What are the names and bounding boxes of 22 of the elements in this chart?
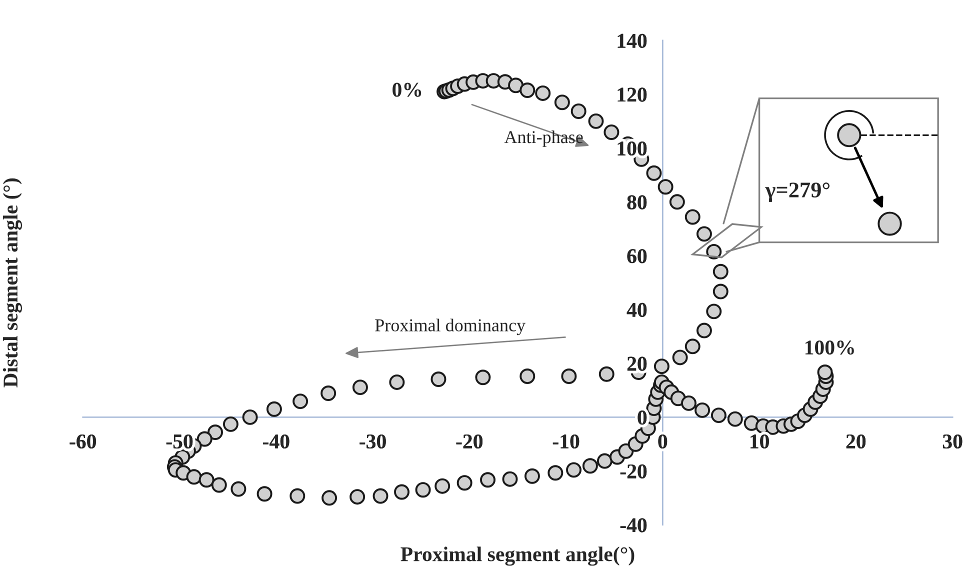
y-tick-label: 140 xyxy=(618,34,647,48)
x-tick-label: 10 xyxy=(750,434,769,449)
y-tick-label: 120 xyxy=(618,88,647,102)
x-tick-label: -60 xyxy=(70,434,96,449)
x-tick-label: -40 xyxy=(263,434,290,449)
y-tick-label: -40 xyxy=(620,518,647,532)
x-tick-label: 0 xyxy=(658,434,668,449)
y-tick-label: 60 xyxy=(627,249,647,264)
x-axis-title: Proximal segment angle(°) xyxy=(400,546,634,566)
annotation: Proximal dominancy xyxy=(375,318,526,336)
annotation: γ=279° xyxy=(765,182,830,202)
annotation: 0% xyxy=(392,82,422,97)
annotation: 100% xyxy=(805,340,854,355)
x-tick-label: 30 xyxy=(942,434,962,449)
y-axis-title: Distal segment angle (°) xyxy=(2,178,22,388)
x-tick-label: -30 xyxy=(360,434,386,449)
x-tick-label: -10 xyxy=(552,434,580,449)
x-tick-label: 20 xyxy=(846,434,866,449)
y-tick-label: 80 xyxy=(627,195,647,210)
y-tick-label: 40 xyxy=(626,302,647,317)
y-tick-label: -20 xyxy=(620,464,647,478)
x-tick-label: -20 xyxy=(456,434,482,449)
